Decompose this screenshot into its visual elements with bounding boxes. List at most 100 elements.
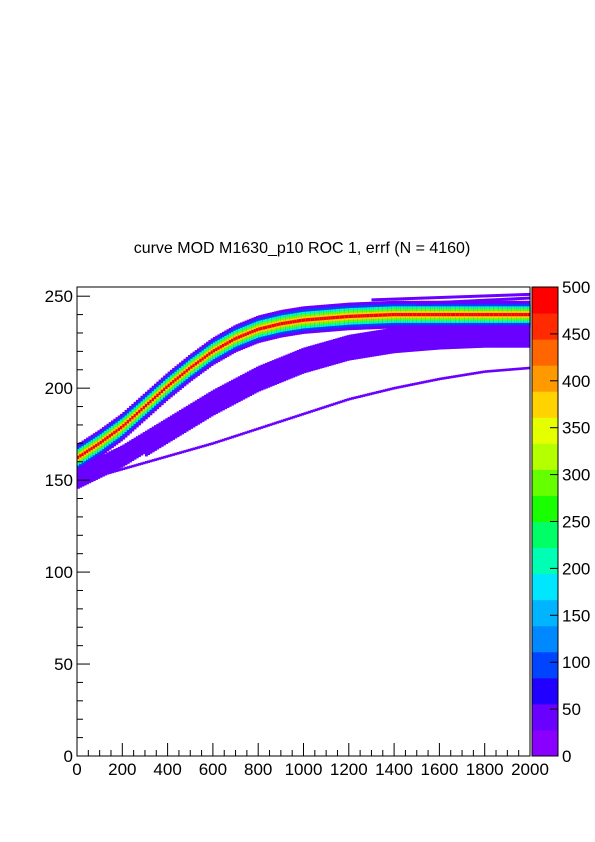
heatmap-cell: [523, 321, 527, 348]
heatmap-cell: [104, 437, 108, 441]
colorbar-segment: [532, 625, 558, 653]
heatmap-cell: [280, 321, 284, 326]
heatmap-cell: [486, 370, 490, 373]
heatmap-cell: [235, 434, 239, 437]
heatmap-cell: [151, 397, 155, 402]
heatmap-cell: [357, 333, 361, 359]
heatmap-cell: [244, 332, 248, 337]
heatmap-cell: [507, 368, 511, 371]
heatmap-cell: [452, 312, 456, 317]
x-tick-label: 200: [108, 760, 136, 779]
heatmap-cell: [516, 367, 520, 371]
heatmap-cell: [468, 322, 472, 349]
heatmap-cell: [391, 312, 395, 317]
heatmap-cell: [448, 295, 452, 299]
heatmap-cell: [120, 468, 123, 471]
heatmap-cell: [505, 293, 508, 297]
heatmap-cell: [448, 312, 452, 317]
heatmap-cell: [407, 326, 411, 353]
heatmap-cell: [160, 421, 164, 447]
heatmap-cell: [437, 296, 440, 300]
heatmap-cell: [154, 458, 157, 462]
heatmap-cell: [380, 329, 384, 356]
heatmap-cell: [172, 453, 175, 456]
heatmap-cell: [330, 403, 334, 406]
heatmap-cell: [468, 299, 472, 303]
heatmap-cell: [298, 319, 302, 323]
heatmap-cell: [339, 400, 343, 404]
heatmap-cell: [421, 296, 425, 300]
heatmap-cell: [450, 375, 454, 379]
colorbar-segment: [532, 339, 558, 366]
heatmap-cell: [412, 382, 416, 386]
chart-title: curve MOD M1630_p10 ROC 1, errf (N = 416…: [134, 240, 471, 257]
heatmap-cell: [432, 312, 436, 317]
heatmap-cell: [271, 360, 275, 386]
heatmap-cell: [147, 401, 151, 406]
heatmap-cell: [493, 294, 497, 298]
heatmap-cell: [373, 298, 377, 302]
heatmap-cell: [434, 378, 438, 381]
heatmap-cell: [219, 439, 223, 443]
heatmap-cell: [165, 418, 169, 445]
heatmap-cell: [199, 397, 203, 424]
heatmap-cell: [337, 315, 341, 319]
heatmap-cell: [407, 297, 411, 301]
heatmap-cell: [133, 413, 137, 418]
colorbar-segment: [532, 443, 558, 470]
heatmap-cell: [237, 335, 241, 339]
heatmap-cell: [120, 425, 123, 430]
heatmap-cell: [389, 313, 393, 317]
colorbar-segment: [532, 703, 558, 731]
heatmap-cell: [441, 323, 445, 350]
heatmap-cell: [258, 365, 262, 392]
heatmap-cell: [505, 368, 508, 372]
heatmap-cell: [86, 462, 89, 485]
heatmap-cell: [246, 430, 250, 434]
heatmap-cell: [135, 436, 139, 459]
heatmap-cell: [527, 312, 531, 317]
heatmap-cell: [174, 378, 178, 382]
colorbar-segment: [532, 651, 558, 679]
heatmap-cell: [83, 451, 87, 455]
heatmap-cell: [407, 312, 411, 317]
heatmap-cell: [387, 313, 391, 317]
heatmap-cell: [317, 317, 320, 321]
heatmap-cell: [452, 323, 456, 349]
heatmap-cell: [267, 361, 271, 388]
heatmap-cell: [176, 376, 180, 380]
heatmap-cell: [269, 361, 273, 387]
heatmap-cell: [400, 326, 404, 353]
heatmap-cell: [428, 296, 431, 300]
colorbar-tick-label: 400: [562, 372, 590, 391]
y-tick-label: 100: [45, 563, 73, 582]
heatmap-cell: [117, 446, 121, 469]
heatmap-cell: [308, 317, 311, 322]
heatmap-cell: [362, 332, 366, 359]
heatmap-cell: [450, 295, 454, 299]
heatmap-cell: [88, 461, 92, 484]
heatmap-cell: [509, 368, 513, 371]
heatmap-cell: [525, 312, 529, 317]
heatmap-cell: [432, 301, 436, 305]
heatmap-cell: [518, 293, 522, 297]
heatmap-cell: [443, 300, 447, 304]
heatmap-cell: [92, 445, 96, 449]
heatmap-cell: [473, 371, 477, 375]
heatmap-cell: [212, 389, 216, 416]
heatmap-cell: [206, 443, 209, 447]
heatmap-cell: [246, 331, 250, 336]
heatmap-cell: [437, 377, 440, 381]
heatmap-cell: [477, 371, 481, 374]
heatmap-cell: [419, 325, 422, 352]
heatmap-cell: [425, 296, 429, 300]
heatmap-cell: [106, 452, 110, 475]
heatmap-cell: [482, 298, 486, 302]
heatmap-cell: [385, 388, 388, 392]
heatmap-cell: [258, 426, 262, 430]
heatmap-cell: [99, 473, 103, 477]
heatmap-cell: [101, 439, 105, 443]
heatmap-cell: [221, 438, 225, 442]
heatmap-cell: [439, 300, 443, 304]
heatmap-cell: [165, 455, 169, 458]
